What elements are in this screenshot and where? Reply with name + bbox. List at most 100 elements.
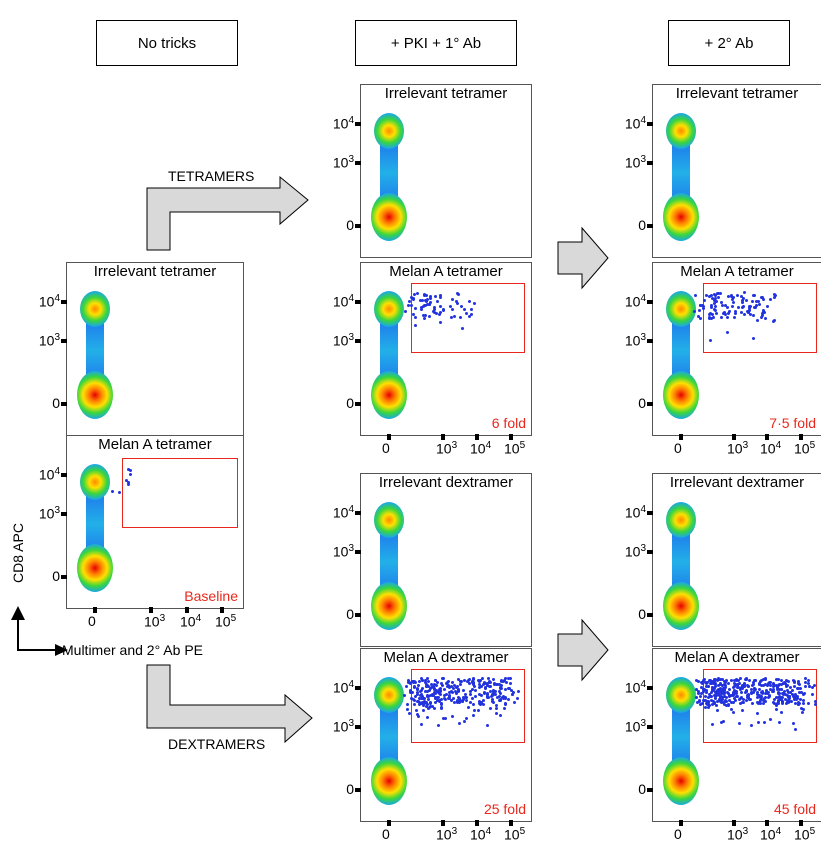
- event-dot: [758, 688, 762, 692]
- event-dot: [801, 698, 805, 702]
- event-dot: [470, 308, 474, 312]
- event-dot: [698, 699, 702, 703]
- event-dot: [409, 690, 413, 694]
- event-dot: [413, 694, 417, 698]
- event-dot: [498, 713, 502, 717]
- event-dot: [436, 724, 440, 727]
- event-dot: [498, 691, 502, 695]
- event-dot: [458, 699, 462, 703]
- event-dot: [507, 686, 511, 690]
- event-dot: [493, 681, 497, 685]
- y-tick-mark: [61, 575, 67, 579]
- header-pki-1ab-label: + PKI + 1° Ab: [390, 34, 482, 52]
- event-dot: [697, 691, 701, 695]
- event-dot: [746, 311, 750, 315]
- fold-change-label: Baseline: [184, 588, 238, 604]
- event-dot: [761, 309, 765, 313]
- event-dot: [794, 702, 798, 706]
- event-dot: [700, 685, 704, 689]
- event-dot: [491, 693, 495, 697]
- event-dot: [758, 679, 762, 683]
- event-dot: [497, 683, 501, 687]
- event-dot: [738, 701, 742, 705]
- event-dot: [427, 705, 431, 709]
- event-dot: [447, 684, 451, 688]
- event-dot: [768, 684, 772, 688]
- event-dot: [462, 679, 466, 683]
- event-dot: [803, 685, 807, 689]
- cd8-negative-population: [77, 371, 113, 419]
- event-dot: [798, 687, 802, 691]
- event-dot: [760, 311, 764, 315]
- event-dot: [436, 299, 440, 303]
- event-dot: [421, 708, 425, 712]
- event-dot: [427, 303, 431, 307]
- panel-p2-irrelevant-dextramer: Irrelevant dextramer: [652, 473, 821, 647]
- event-dot: [414, 315, 418, 319]
- event-dot: [710, 703, 714, 707]
- event-dot: [813, 683, 817, 687]
- event-dot: [713, 690, 717, 694]
- event-dot: [462, 688, 466, 692]
- event-dot: [762, 720, 766, 724]
- event-dot: [801, 707, 805, 711]
- event-dot: [712, 689, 716, 693]
- event-dot: [732, 700, 736, 704]
- event-dot: [470, 680, 474, 684]
- event-dot: [791, 688, 795, 692]
- cd8-negative-population: [77, 544, 113, 592]
- event-dot: [458, 680, 462, 684]
- tetramers-arrow-icon: [146, 175, 309, 251]
- y-tick-label: 103: [38, 505, 60, 522]
- event-dot: [716, 692, 720, 696]
- event-dot: [732, 300, 736, 304]
- event-dot: [471, 681, 475, 685]
- event-dot: [710, 699, 714, 703]
- event-dot: [434, 695, 438, 699]
- event-dot: [438, 296, 442, 300]
- event-dot: [423, 294, 427, 298]
- event-dot: [429, 297, 433, 301]
- event-dot: [470, 312, 474, 316]
- panel-p2-irrelevant-tetramer: Irrelevant tetramer: [652, 84, 821, 258]
- y-tick-mark: [647, 122, 653, 126]
- event-dot: [755, 299, 759, 303]
- event-dot: [705, 688, 709, 692]
- event-dot: [719, 720, 723, 724]
- event-dot: [772, 698, 776, 702]
- event-dot: [771, 701, 775, 705]
- event-dot: [503, 696, 507, 700]
- event-dot: [473, 684, 477, 688]
- y-tick-label: 0: [346, 395, 354, 411]
- event-dot: [409, 697, 413, 701]
- event-dot: [722, 719, 726, 723]
- event-dot: [433, 701, 437, 705]
- event-dot: [424, 298, 428, 302]
- event-dot: [736, 695, 740, 699]
- event-dot: [723, 685, 727, 689]
- event-dot: [719, 315, 723, 319]
- event-dot: [742, 296, 746, 300]
- event-dot: [503, 702, 507, 706]
- event-dot: [470, 697, 474, 701]
- event-dot: [447, 686, 451, 690]
- event-dot: [785, 689, 789, 693]
- panel-nt-irrelevant-tetramer: Irrelevant tetramer: [66, 262, 244, 436]
- x-tick-mark: [732, 820, 736, 826]
- event-dot: [422, 699, 426, 703]
- event-dot: [450, 297, 454, 301]
- event-dot: [413, 306, 417, 310]
- event-dot: [486, 724, 490, 728]
- event-dot: [448, 693, 452, 697]
- event-dot: [701, 304, 705, 308]
- event-dot: [775, 685, 779, 689]
- event-dot: [725, 704, 729, 708]
- event-dot: [807, 681, 811, 685]
- x-tick-mark: [509, 820, 513, 826]
- event-dot: [717, 295, 721, 299]
- event-dot: [412, 312, 416, 316]
- x-tick-mark: [387, 820, 391, 826]
- event-dot: [448, 305, 452, 309]
- event-dot: [449, 699, 453, 703]
- event-dot: [745, 689, 749, 693]
